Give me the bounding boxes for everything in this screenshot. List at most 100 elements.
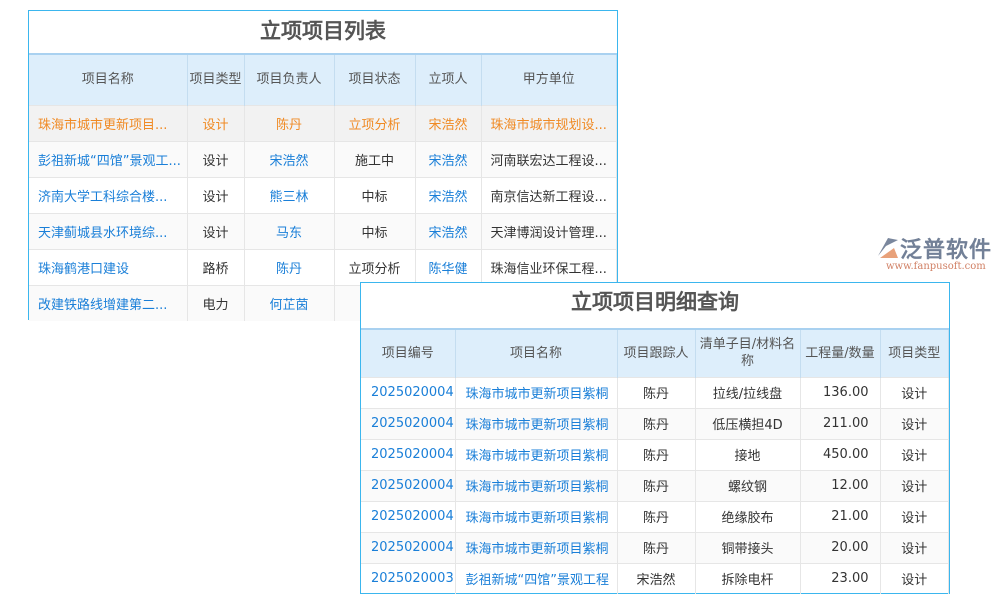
tracker-cell: 陈丹 — [617, 469, 696, 501]
client-cell: 珠海信业环保工程... — [481, 248, 617, 285]
tracker-cell: 陈丹 — [617, 531, 696, 563]
client-cell: 珠海市城市规划设... — [481, 104, 617, 141]
initiator-cell[interactable]: 宋浩然 — [415, 104, 482, 141]
project-name-cell[interactable]: 珠海市城市更新项目紫桐 — [455, 500, 618, 532]
item-name-cell: 铜带接头 — [695, 531, 801, 563]
quantity-cell: 211.00 — [800, 407, 881, 439]
initiator-cell[interactable]: 宋浩然 — [415, 212, 482, 249]
column-header[interactable]: 项目类型 — [880, 328, 949, 377]
project-type-cell: 电力 — [187, 284, 245, 321]
project-type-cell: 设计 — [187, 212, 245, 249]
project-list-table: 项目名称 项目类型 项目负责人 项目状态 立项人 甲方单位 珠海市城市更新项目... 设计陈… — [29, 53, 617, 321]
table-row[interactable]: 济南大学工科综合楼... 设计 熊三林 中标 宋浩然 南京信达新工程设... — [29, 176, 617, 213]
item-name-cell: 接地 — [695, 438, 801, 470]
project-manager-cell[interactable]: 陈丹 — [244, 104, 335, 141]
item-name-cell: 拆除电杆 — [695, 562, 801, 594]
project-name-cell[interactable]: 珠海市城市更新项目紫桐 — [455, 469, 618, 501]
project-name-cell[interactable]: 珠海市城市更新项目... — [29, 104, 188, 141]
column-header[interactable]: 项目跟踪人 — [617, 328, 696, 377]
table-row[interactable]: 2025020004 珠海市城市更新项目紫桐 陈丹 绝缘胶布 21.00 设计 — [361, 500, 949, 532]
project-name-cell[interactable]: 珠海市城市更新项目紫桐 — [455, 376, 618, 408]
table-row[interactable]: 2025020004 珠海市城市更新项目紫桐 陈丹 螺纹钢 12.00 设计 — [361, 469, 949, 501]
project-name-cell[interactable]: 珠海市城市更新项目紫桐 — [455, 407, 618, 439]
column-header[interactable]: 清单子目/材料名称 — [695, 328, 801, 377]
client-cell: 南京信达新工程设... — [481, 176, 617, 213]
project-type-cell: 设计 — [880, 376, 949, 408]
tracker-cell: 宋浩然 — [617, 562, 696, 594]
column-header[interactable]: 项目编号 — [361, 328, 456, 377]
project-code-cell[interactable]: 2025020004 — [361, 438, 456, 470]
table-row[interactable]: 2025020004 珠海市城市更新项目紫桐 陈丹 铜带接头 20.00 设计 — [361, 531, 949, 563]
project-manager-cell[interactable]: 宋浩然 — [244, 140, 335, 177]
project-name-cell[interactable]: 改建铁路线增建第二... — [29, 284, 188, 321]
column-header[interactable]: 项目负责人 — [244, 53, 335, 105]
column-header[interactable]: 立项人 — [415, 53, 482, 105]
table-row[interactable]: 天津蓟城县水环境综... 设计 马东 中标 宋浩然 天津博润设计管理... — [29, 212, 617, 249]
column-header[interactable]: 甲方单位 — [481, 53, 617, 105]
project-manager-cell[interactable]: 何芷茵 — [244, 284, 335, 321]
project-code-cell[interactable]: 2025020004 — [361, 531, 456, 563]
project-status-cell: 中标 — [334, 212, 416, 249]
item-name-cell: 螺纹钢 — [695, 469, 801, 501]
project-status-cell: 施工中 — [334, 140, 416, 177]
project-manager-cell[interactable]: 陈丹 — [244, 248, 335, 285]
table-row[interactable]: 2025020004 珠海市城市更新项目紫桐 陈丹 拉线/拉线盘 136.00 设计 — [361, 376, 949, 408]
column-header[interactable]: 项目状态 — [334, 53, 416, 105]
tracker-cell: 陈丹 — [617, 500, 696, 532]
column-header[interactable]: 工程量/数量 — [800, 328, 881, 377]
project-name-cell[interactable]: 彭祖新城“四馆”景观工程 — [455, 562, 618, 594]
project-code-cell[interactable]: 2025020004 — [361, 376, 456, 408]
project-detail-panel: 立项项目明细查询 项目编号 项目名称 项目跟踪人 清单子目/材料名称 工程量/数量 项目类… — [360, 282, 950, 594]
tracker-cell: 陈丹 — [617, 376, 696, 408]
column-header[interactable]: 项目名称 — [455, 328, 618, 377]
project-name-cell[interactable]: 济南大学工科综合楼... — [29, 176, 188, 213]
tracker-cell: 陈丹 — [617, 407, 696, 439]
project-status-cell: 中标 — [334, 176, 416, 213]
panel-title: 立项项目明细查询 — [571, 290, 739, 314]
project-name-cell[interactable]: 珠海市城市更新项目紫桐 — [455, 438, 618, 470]
client-cell: 天津博润设计管理... — [481, 212, 617, 249]
project-type-cell: 设计 — [880, 469, 949, 501]
project-code-cell[interactable]: 2025020004 — [361, 469, 456, 501]
project-name-cell[interactable]: 彭祖新城“四馆”景观工... — [29, 140, 188, 177]
quantity-cell: 21.00 — [800, 500, 881, 532]
initiator-cell[interactable]: 宋浩然 — [415, 176, 482, 213]
panel-title: 立项项目列表 — [260, 19, 386, 43]
project-type-cell: 设计 — [880, 407, 949, 439]
client-cell: 河南联宏达工程设... — [481, 140, 617, 177]
table-row[interactable]: 珠海鹤港口建设 路桥 陈丹 立项分析 陈华健 珠海信业环保工程... — [29, 248, 617, 285]
project-name-cell[interactable]: 珠海市城市更新项目紫桐 — [455, 531, 618, 563]
quantity-cell: 12.00 — [800, 469, 881, 501]
project-list-panel: 立项项目列表 项目名称 项目类型 项目负责人 项目状态 立项人 甲方单位 珠海市城市更新项… — [28, 10, 618, 321]
item-name-cell: 拉线/拉线盘 — [695, 376, 801, 408]
table-row[interactable]: 彭祖新城“四馆”景观工... 设计 宋浩然 施工中 宋浩然 河南联宏达工程设... — [29, 140, 617, 177]
quantity-cell: 136.00 — [800, 376, 881, 408]
initiator-cell[interactable]: 陈华健 — [415, 248, 482, 285]
project-manager-cell[interactable]: 熊三林 — [244, 176, 335, 213]
table-row[interactable]: 2025020004 珠海市城市更新项目紫桐 陈丹 接地 450.00 设计 — [361, 438, 949, 470]
project-type-cell: 设计 — [187, 176, 245, 213]
logo-icon — [878, 238, 898, 258]
project-name-cell[interactable]: 珠海鹤港口建设 — [29, 248, 188, 285]
project-code-cell[interactable]: 2025020004 — [361, 500, 456, 532]
project-name-cell[interactable]: 天津蓟城县水环境综... — [29, 212, 188, 249]
fanpusoft-logo: 泛普软件 www.fanpusoft.com — [870, 232, 995, 277]
project-code-cell[interactable]: 2025020003 — [361, 562, 456, 594]
project-status-cell: 立项分析 — [334, 104, 416, 141]
project-type-cell: 设计 — [880, 562, 949, 594]
table-row[interactable]: 珠海市城市更新项目... 设计 陈丹 立项分析 宋浩然 珠海市城市规划设... — [29, 104, 617, 141]
initiator-cell[interactable]: 宋浩然 — [415, 140, 482, 177]
item-name-cell: 低压横担4D — [695, 407, 801, 439]
quantity-cell: 450.00 — [800, 438, 881, 470]
project-type-cell: 路桥 — [187, 248, 245, 285]
project-type-cell: 设计 — [880, 438, 949, 470]
project-type-cell: 设计 — [187, 104, 245, 141]
project-code-cell[interactable]: 2025020004 — [361, 407, 456, 439]
column-header[interactable]: 项目类型 — [187, 53, 245, 105]
column-header[interactable]: 项目名称 — [29, 53, 188, 105]
watermark-name: 泛普软件 — [900, 238, 993, 263]
project-manager-cell[interactable]: 马东 — [244, 212, 335, 249]
watermark-url: www.fanpusoft.com — [886, 261, 986, 272]
table-row[interactable]: 2025020003 彭祖新城“四馆”景观工程 宋浩然 拆除电杆 23.00 设计 — [361, 562, 949, 594]
table-row[interactable]: 2025020004 珠海市城市更新项目紫桐 陈丹 低压横担4D 211.00 设计 — [361, 407, 949, 439]
